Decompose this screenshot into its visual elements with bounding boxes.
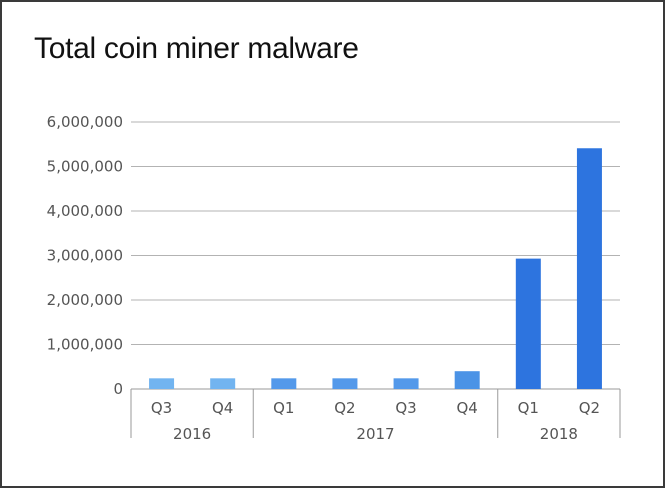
gridlines xyxy=(131,121,620,390)
bar xyxy=(149,378,175,389)
bar xyxy=(332,378,358,389)
x-axis: Q3 Q4 Q1 Q2 Q3 Q4 Q1 Q2 2016 2017 2018 xyxy=(130,389,621,443)
y-tick-label: 4,000,000 xyxy=(47,202,123,220)
y-axis-tick-labels: 0 1,000,000 2,000,000 3,000,000 4,000,000 5,0… xyxy=(47,113,123,398)
bar xyxy=(271,378,297,389)
bar xyxy=(454,371,480,389)
x-group-label: 2017 xyxy=(356,425,394,443)
x-tick-label: Q3 xyxy=(151,399,172,417)
bar xyxy=(393,378,419,389)
y-tick-label: 5,000,000 xyxy=(47,158,123,176)
bars xyxy=(149,148,602,389)
chart-title: Total coin miner malware xyxy=(34,32,359,65)
bar xyxy=(576,148,602,389)
y-tick-label: 1,000,000 xyxy=(47,336,123,354)
bar xyxy=(515,258,541,389)
y-tick-label: 6,000,000 xyxy=(47,113,123,131)
y-tick-label: 2,000,000 xyxy=(47,291,123,309)
x-tick-label: Q1 xyxy=(273,399,294,417)
x-group-label: 2018 xyxy=(540,425,578,443)
x-group-label: 2016 xyxy=(173,425,211,443)
x-tick-label: Q3 xyxy=(395,399,416,417)
x-tick-label: Q4 xyxy=(457,399,478,417)
x-tick-label: Q4 xyxy=(212,399,233,417)
y-tick-label: 3,000,000 xyxy=(47,247,123,265)
x-tick-label: Q2 xyxy=(334,399,355,417)
y-tick-label: 0 xyxy=(113,380,123,398)
x-tick-label: Q2 xyxy=(579,399,600,417)
bar xyxy=(210,378,236,389)
x-tick-label: Q1 xyxy=(518,399,539,417)
